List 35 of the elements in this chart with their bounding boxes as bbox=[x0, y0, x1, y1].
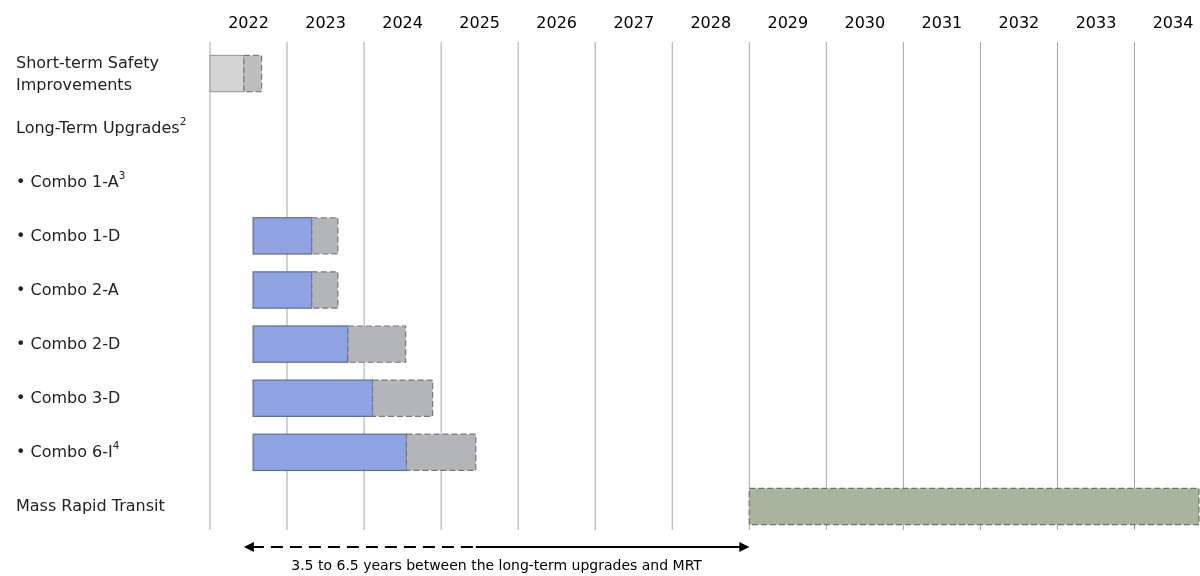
y-tick-label: • Combo 3-D bbox=[16, 387, 121, 407]
y-tick-label: • Combo 6-I$^{4}$ bbox=[16, 439, 120, 461]
x-tick-label: 2029 bbox=[767, 13, 809, 32]
y-tick-label: Long-Term Upgrades$^{2}$ bbox=[16, 114, 187, 137]
bar bbox=[311, 271, 339, 309]
y-tick-label: • Combo 1-D bbox=[16, 225, 121, 245]
y-tick-label: • Combo 2-A bbox=[16, 279, 119, 299]
x-tick-label: 2030 bbox=[844, 13, 886, 32]
bar bbox=[252, 271, 313, 309]
bar bbox=[252, 217, 313, 255]
x-tick-label: 2027 bbox=[613, 13, 655, 32]
bar bbox=[405, 433, 477, 472]
x-tick-label: 2034 bbox=[1152, 13, 1194, 32]
bar bbox=[252, 325, 349, 363]
x-tick-label: 2028 bbox=[690, 13, 732, 32]
bar bbox=[252, 433, 408, 472]
bar bbox=[347, 325, 407, 363]
bar bbox=[252, 379, 374, 417]
bar bbox=[243, 54, 263, 93]
x-tick-label: 2023 bbox=[305, 13, 346, 32]
y-tick-label: • Combo 1-A$^{3}$ bbox=[16, 168, 126, 191]
x-tick-label: 2024 bbox=[382, 13, 423, 32]
bar bbox=[311, 217, 339, 255]
y-tick-label: Mass Rapid Transit bbox=[16, 495, 165, 515]
bar bbox=[371, 379, 434, 417]
bar bbox=[748, 487, 1200, 526]
y-tick-label: Short-term Safety Improvements bbox=[16, 52, 159, 94]
x-tick-label: 2031 bbox=[921, 13, 963, 32]
x-tick-label: 2026 bbox=[536, 13, 578, 32]
x-tick-label: 2025 bbox=[459, 13, 501, 32]
y-tick-label: • Combo 2-D bbox=[16, 333, 121, 353]
x-tick-label: 2033 bbox=[1075, 13, 1117, 32]
x-tick-label: 2022 bbox=[228, 13, 269, 32]
text: 3.5 to 6.5 years between the long-term upgrades and MRT bbox=[291, 557, 703, 573]
x-tick-label: 2032 bbox=[998, 13, 1040, 32]
